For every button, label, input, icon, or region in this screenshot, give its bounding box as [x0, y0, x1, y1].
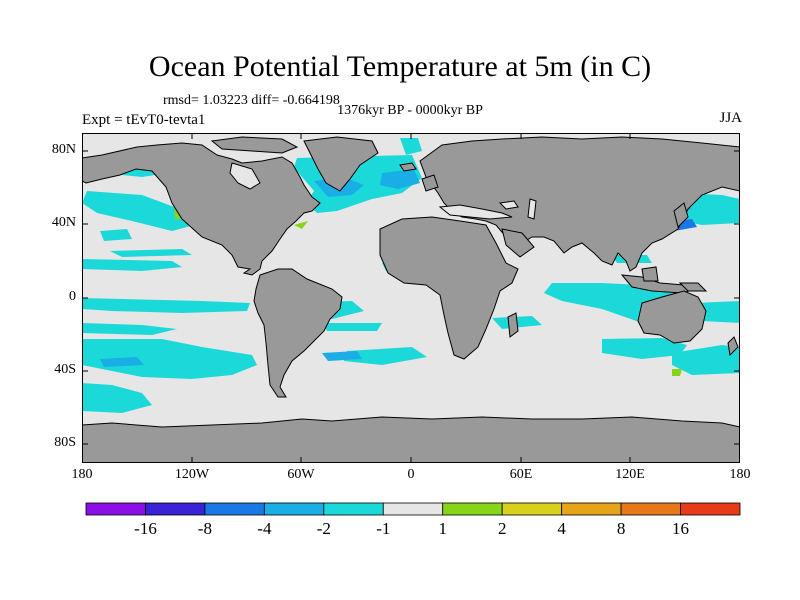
africa [379, 216, 519, 360]
colorbar-label-5: 1 [438, 519, 447, 538]
uk-isles [421, 174, 439, 192]
south-america [253, 268, 343, 398]
colorbar-bin-8 [561, 502, 622, 516]
caspian-sea [527, 198, 537, 220]
mediterranean [438, 204, 513, 220]
colorbar-label-2: -4 [257, 519, 272, 538]
antarctica [82, 416, 740, 463]
land-masses [82, 136, 740, 463]
lon-label-180e: 180 [729, 467, 751, 482]
australia [637, 290, 707, 344]
colorbar-bin-10 [680, 502, 741, 516]
axis-ticks [82, 133, 740, 463]
colorbar-bin-6 [442, 502, 503, 516]
lon-label-60e: 60E [509, 467, 533, 482]
lon-label-60w: 60W [287, 467, 315, 482]
experiment-label: Expt = tEvT0-tevta1 [82, 112, 206, 128]
chart-title: Ocean Potential Temperature at 5m (in C) [148, 50, 652, 83]
colorbar-label-6: 2 [497, 519, 507, 538]
lon-label-120e: 120E [615, 467, 645, 482]
lat-label-40n: 40N [51, 215, 76, 230]
colorbar-label-7: 4 [557, 519, 566, 538]
new-guinea [678, 282, 708, 292]
colorbar-bin-3 [263, 502, 325, 516]
north-america [82, 142, 321, 276]
lon-label-0: 0 [407, 467, 415, 482]
borneo [641, 266, 659, 282]
lat-label-80s: 80S [54, 435, 76, 450]
colorbar-bin-1 [145, 502, 206, 516]
hudson-bay [229, 162, 261, 190]
stats-line: rmsd= 1.03223 diff= -0.664198 [163, 93, 340, 108]
greenland [303, 136, 379, 192]
colorbar-bin-9 [620, 502, 681, 516]
lat-label-80n: 80N [51, 142, 76, 157]
black-sea [498, 200, 519, 210]
colorbar-label-1: -8 [197, 519, 212, 538]
colorbar-bin-4 [323, 502, 384, 516]
season-label: JJA [719, 110, 742, 126]
colorbar-bin-0 [85, 502, 146, 516]
arabia [501, 228, 535, 258]
colorbar-label-0: -16 [134, 519, 157, 538]
arctic-islands [210, 136, 299, 154]
colorbar-bin-2 [204, 502, 265, 516]
colorbar-label-4: -1 [376, 519, 391, 538]
lon-label-180w: 180 [71, 467, 93, 482]
eurasia [419, 136, 740, 272]
colorbar-bin-7 [501, 502, 563, 516]
colorbar-label-8: 8 [616, 519, 626, 538]
colorbar-label-3: -2 [316, 519, 331, 538]
iceland [399, 162, 417, 172]
lon-label-120w: 120W [174, 467, 210, 482]
japan [673, 202, 689, 228]
colorbar-bin-5 [382, 502, 444, 516]
new-zealand [727, 336, 739, 357]
period-label: 1376kyr BP - 0000kyr BP [337, 103, 483, 118]
world-map [82, 133, 740, 463]
colorbar [85, 502, 741, 516]
lat-label-40s: 40S [54, 362, 76, 377]
lat-label-0: 0 [69, 289, 76, 304]
madagascar [507, 312, 519, 338]
colorbar-label-9: 16 [672, 519, 689, 538]
